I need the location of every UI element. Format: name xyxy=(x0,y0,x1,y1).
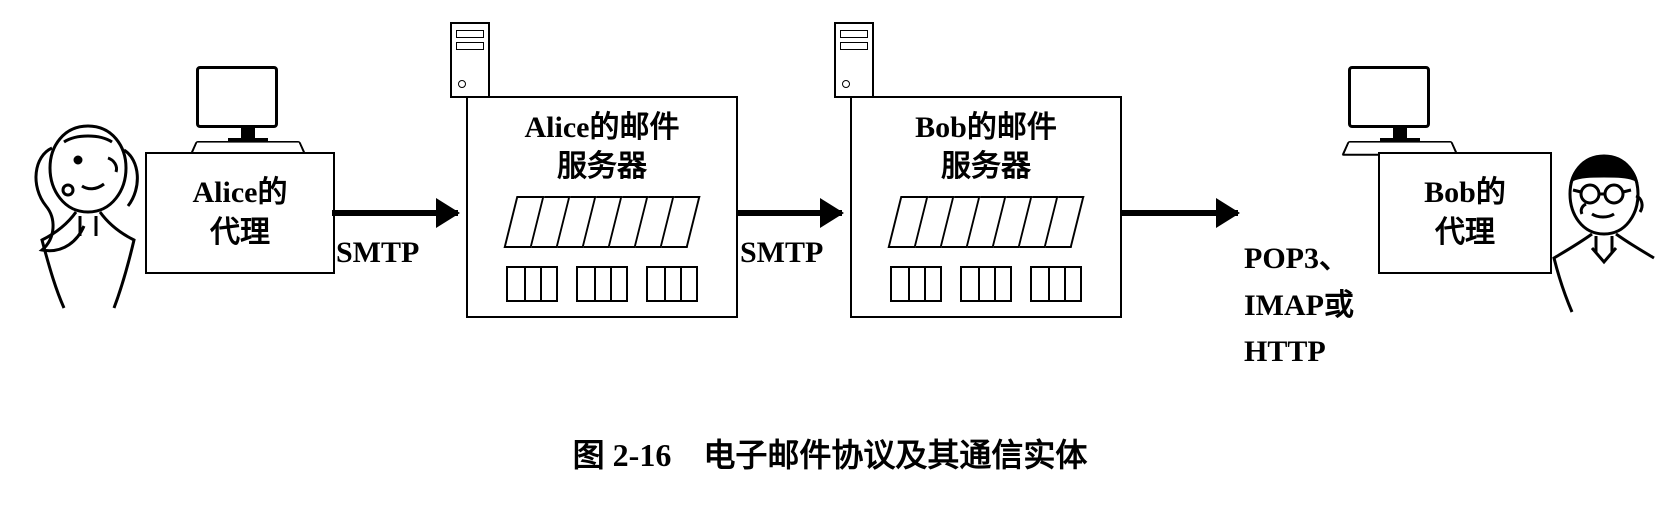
alice-server-line1: Alice的邮件 xyxy=(525,111,680,144)
bob-agent-line1: Bob的 xyxy=(1424,173,1506,214)
label-smtp-1: SMTP xyxy=(336,236,419,270)
alice-server-line2: 服务器 xyxy=(557,150,647,183)
diagram-canvas: Alice的 代理 SMTP Alice的邮件 服务器 SMTP Bob的邮件 … xyxy=(0,0,1660,514)
e3-line3: HTTP xyxy=(1244,335,1326,368)
e3-line2: IMAP或 xyxy=(1244,289,1354,322)
node-alice-agent: Alice的 代理 xyxy=(145,152,335,274)
alice-queue-icon xyxy=(506,266,698,302)
bob-person-icon xyxy=(1548,150,1658,325)
bob-mailboxes-icon xyxy=(894,196,1078,248)
e3-line1: POP3、 xyxy=(1244,242,1349,275)
alice-agent-line2: 代理 xyxy=(210,213,270,254)
bob-agent-line2: 代理 xyxy=(1435,213,1495,254)
alice-server-tower-icon xyxy=(450,22,490,98)
bob-server-line1: Bob的邮件 xyxy=(915,111,1057,144)
bob-server-tower-icon xyxy=(834,22,874,98)
alice-agent-line1: Alice的 xyxy=(193,173,288,214)
figure-caption: 图 2-16 电子邮件协议及其通信实体 xyxy=(0,430,1660,476)
bob-computer-icon xyxy=(1348,66,1452,157)
label-pop3-imap-http: POP3、 IMAP或 HTTP xyxy=(1244,236,1354,376)
node-bob-server: Bob的邮件 服务器 xyxy=(850,96,1122,318)
arrow-server-to-server xyxy=(736,210,842,216)
alice-computer-icon xyxy=(196,66,300,157)
bob-queue-icon xyxy=(890,266,1082,302)
arrow-alice-to-server xyxy=(332,210,458,216)
alice-mailboxes-icon xyxy=(510,196,694,248)
bob-server-line2: 服务器 xyxy=(941,150,1031,183)
node-alice-server: Alice的邮件 服务器 xyxy=(466,96,738,318)
arrow-server-to-bob xyxy=(1120,210,1238,216)
node-bob-agent: Bob的 代理 xyxy=(1378,152,1552,274)
label-smtp-2: SMTP xyxy=(740,236,823,270)
